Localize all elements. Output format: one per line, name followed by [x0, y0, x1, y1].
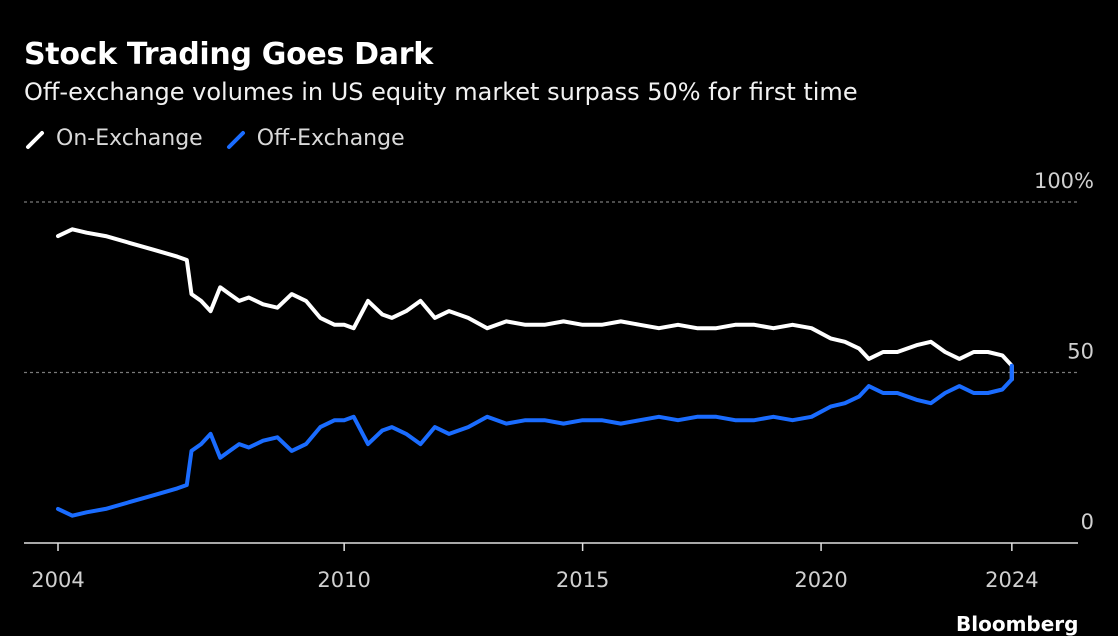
source-label: Bloomberg	[956, 612, 1079, 636]
legend-swatch-on-exchange	[24, 128, 46, 150]
legend: On-Exchange Off-Exchange	[24, 126, 405, 151]
legend-swatch-off-exchange	[225, 128, 247, 150]
x-tick-label-2010: 2010	[317, 568, 370, 592]
legend-item-on-exchange: On-Exchange	[24, 126, 203, 151]
y-tick-label-100: 100%	[1034, 169, 1094, 193]
chart-subtitle: Off-exchange volumes in US equity market…	[24, 78, 858, 106]
legend-label-on-exchange: On-Exchange	[56, 126, 203, 151]
x-tick-label-2004: 2004	[31, 568, 84, 592]
x-tick-label-2015: 2015	[556, 568, 609, 592]
legend-item-off-exchange: Off-Exchange	[225, 126, 405, 151]
series-line-on-exchange	[56, 227, 1014, 382]
x-tick-label-2020: 2020	[794, 568, 847, 592]
series-line-off-exchange	[56, 363, 1014, 518]
chart-title: Stock Trading Goes Dark	[24, 37, 433, 72]
legend-label-off-exchange: Off-Exchange	[256, 126, 405, 151]
x-tick-label-2024: 2024	[985, 568, 1038, 592]
y-tick-label-50: 50	[1067, 340, 1094, 364]
y-tick-label-0: 0	[1081, 510, 1094, 534]
